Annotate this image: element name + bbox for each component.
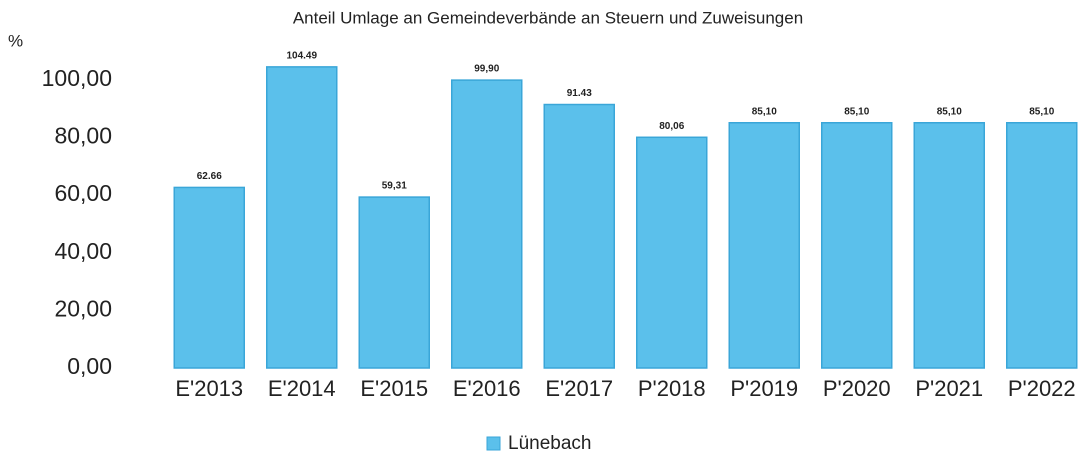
bar [451, 79, 523, 369]
x-tick-label: P'2018 [638, 376, 706, 401]
x-tick-label: P'2022 [1008, 376, 1076, 401]
x-tick-label: E'2016 [453, 376, 521, 401]
bar [821, 122, 893, 369]
y-tick-label: 100,00 [42, 65, 112, 91]
bar [358, 196, 430, 369]
data-label: 85,10 [752, 106, 777, 117]
legend-label: Lünebach [508, 433, 591, 454]
bar [1006, 122, 1078, 369]
y-axis-unit: % [8, 31, 23, 50]
data-label: 85,10 [1029, 106, 1054, 117]
data-label: 62.66 [197, 171, 222, 182]
x-tick-label: E'2015 [360, 376, 428, 401]
data-label: 85,10 [937, 106, 962, 117]
y-tick-label: 0,00 [67, 353, 112, 379]
bar [913, 122, 985, 369]
x-tick-label: P'2021 [915, 376, 983, 401]
legend-swatch [486, 436, 501, 451]
y-tick-label: 80,00 [54, 123, 112, 149]
x-tick-label: P'2019 [730, 376, 798, 401]
x-tick-label: P'2020 [823, 376, 891, 401]
bar [266, 66, 338, 369]
data-label: 104.49 [286, 51, 317, 62]
data-label: 59,31 [382, 181, 407, 192]
data-label: 80,06 [659, 121, 684, 132]
bar [636, 136, 708, 369]
data-label: 99,90 [474, 64, 499, 75]
bar [173, 186, 245, 369]
x-tick-label: E'2014 [268, 376, 336, 401]
chart-title: Anteil Umlage an Gemeindeverbände an Ste… [293, 8, 803, 27]
data-label: 91.43 [567, 88, 592, 99]
y-tick-label: 60,00 [54, 180, 112, 206]
data-label: 85,10 [844, 106, 869, 117]
x-tick-label: E'2017 [545, 376, 613, 401]
y-tick-label: 20,00 [54, 295, 112, 321]
y-tick-label: 40,00 [54, 238, 112, 264]
bar [543, 103, 615, 369]
x-tick-label: E'2013 [175, 376, 243, 401]
bar [728, 122, 800, 369]
